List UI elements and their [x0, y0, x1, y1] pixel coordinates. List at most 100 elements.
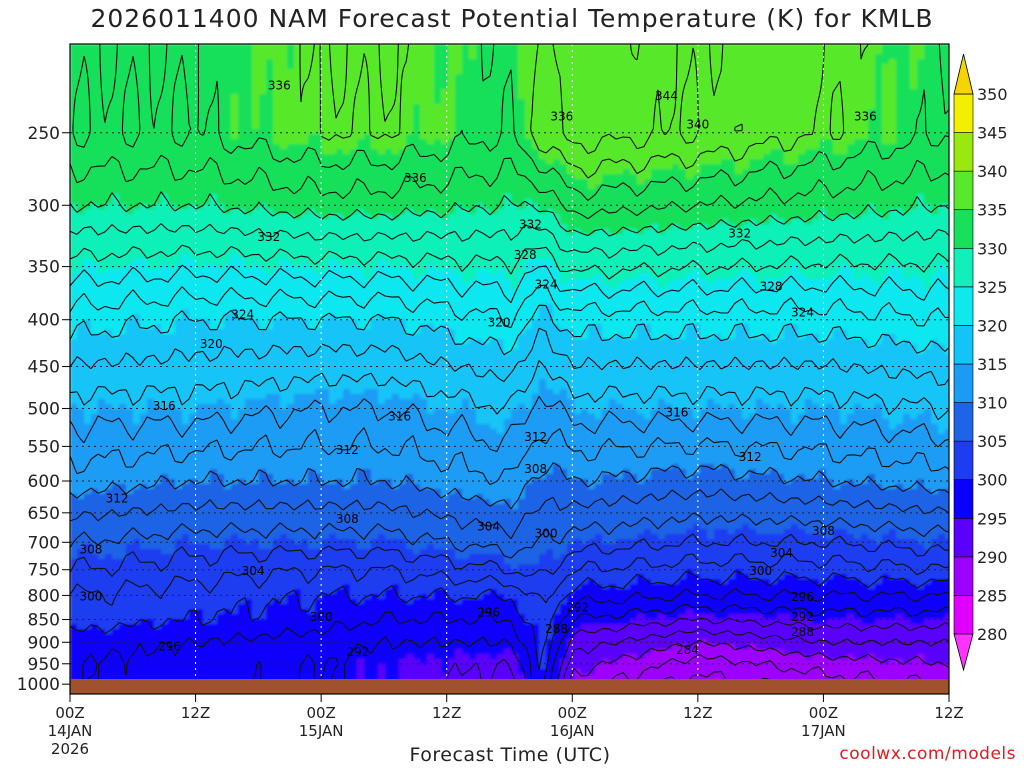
field-cell — [266, 74, 274, 80]
contour-label: 284 — [676, 643, 699, 657]
field-cell — [371, 214, 379, 220]
field-cell — [70, 184, 589, 190]
field-cell — [896, 89, 949, 95]
field-cell — [70, 434, 949, 440]
field-cell — [476, 274, 505, 280]
field-cell — [595, 274, 603, 280]
field-cell — [259, 479, 274, 485]
field-cell — [623, 279, 659, 285]
field-cell — [931, 209, 939, 215]
field-cell — [336, 534, 379, 540]
field-cell — [420, 329, 456, 335]
colorbar-tick-label: 330 — [977, 239, 1008, 258]
field-cell — [560, 554, 949, 560]
field-cell — [70, 469, 211, 475]
field-cell — [378, 664, 386, 670]
field-cell — [455, 99, 526, 105]
field-cell — [217, 469, 260, 475]
field-cell — [70, 44, 253, 50]
field-cell — [693, 644, 736, 650]
field-cell — [413, 124, 421, 130]
field-cell — [238, 99, 253, 105]
field-cell — [406, 264, 428, 270]
field-cell — [399, 594, 421, 600]
field-cell — [770, 339, 778, 345]
field-cell — [84, 544, 92, 550]
field-cell — [196, 404, 232, 410]
field-cell — [875, 539, 883, 545]
field-cell — [574, 589, 949, 595]
field-cell — [868, 124, 883, 130]
field-cell — [504, 344, 519, 350]
field-cell — [525, 329, 575, 335]
field-cell — [189, 614, 204, 620]
field-cell — [399, 214, 442, 220]
field-cell — [70, 219, 561, 225]
field-cell — [784, 274, 806, 280]
field-cell — [938, 204, 949, 210]
field-cell — [119, 199, 162, 205]
field-cell — [70, 84, 253, 90]
field-cell — [651, 174, 687, 180]
field-cell — [70, 194, 113, 200]
field-cell — [581, 669, 596, 675]
field-cell — [833, 334, 848, 340]
field-cell — [280, 259, 288, 265]
field-cell — [434, 74, 449, 80]
field-cell — [336, 399, 379, 405]
field-cell — [70, 294, 949, 300]
field-cell — [532, 324, 561, 330]
field-cell — [287, 534, 330, 540]
field-cell — [658, 284, 666, 290]
field-cell — [504, 339, 519, 345]
field-cell — [70, 69, 253, 75]
field-cell — [385, 664, 400, 670]
field-cell — [357, 664, 365, 670]
field-cell — [931, 339, 939, 345]
field-cell — [259, 94, 274, 100]
field-cell — [70, 464, 554, 470]
field-cell — [595, 414, 603, 420]
field-cell — [322, 474, 358, 480]
field-cell — [329, 214, 344, 220]
field-cell — [252, 109, 260, 115]
field-cell — [70, 134, 232, 140]
field-cell — [763, 279, 876, 285]
field-cell — [189, 539, 225, 545]
field-cell — [609, 404, 624, 410]
field-cell — [777, 579, 820, 585]
field-cell — [133, 409, 148, 415]
field-cell — [98, 204, 106, 210]
field-cell — [602, 414, 645, 420]
field-cell — [70, 454, 949, 460]
colorbar-tick-label: 285 — [977, 586, 1008, 605]
field-cell — [567, 649, 652, 655]
field-cell — [378, 149, 386, 155]
field-cell — [455, 269, 477, 275]
field-cell — [343, 214, 351, 220]
field-cell — [392, 394, 400, 400]
field-cell — [273, 119, 414, 125]
field-cell — [70, 109, 232, 115]
field-cell — [805, 409, 841, 415]
field-cell — [777, 614, 792, 620]
field-cell — [518, 664, 540, 670]
field-cell — [413, 474, 547, 480]
field-cell — [875, 59, 890, 65]
field-cell — [567, 469, 624, 475]
field-cell — [154, 619, 169, 625]
field-cell — [504, 554, 540, 560]
field-cell — [518, 59, 876, 65]
field-cell — [868, 474, 876, 480]
potential-temperature-field — [70, 44, 949, 694]
contour-line — [561, 628, 949, 694]
field-cell — [896, 134, 949, 140]
field-cell — [140, 314, 183, 320]
field-cell — [448, 69, 463, 75]
contour-line — [70, 191, 949, 237]
field-cell — [511, 409, 575, 415]
credit-link[interactable]: coolwx.com/models — [839, 744, 1016, 764]
field-cell — [553, 304, 949, 310]
field-cell — [546, 159, 554, 165]
field-cell — [658, 404, 673, 410]
